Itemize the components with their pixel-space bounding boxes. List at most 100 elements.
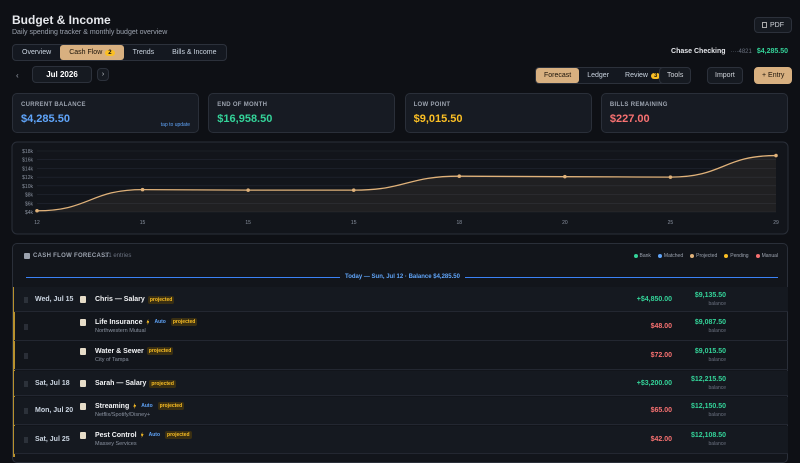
stat-value: $4,285.50	[21, 113, 70, 125]
point	[35, 208, 39, 213]
next-label: ›	[101, 71, 105, 78]
row-sub: Northwestern Mutual	[95, 328, 146, 334]
drag-handle	[24, 380, 28, 387]
stat-card: CURRENT BALANCE $4,285.50 tap to update	[12, 93, 199, 133]
today-label: Today — Sun, Jul 12 · Balance $4,285.50	[340, 274, 465, 280]
row-sub: Massey Services	[95, 441, 137, 447]
view-tab[interactable]: Review 3	[617, 68, 668, 83]
x-tick-label: 15	[140, 220, 146, 226]
auto-icon	[133, 403, 137, 409]
tools-label: Tools	[667, 72, 684, 79]
row-balance-label: balance	[708, 412, 726, 418]
legend-swatch	[724, 254, 729, 258]
stat-label: CURRENT BALANCE	[21, 102, 86, 108]
stat-card: LOW POINT $9,015.50	[404, 93, 592, 133]
stat-card: BILLS REMAINING $227.00	[600, 93, 788, 133]
row-amount: +$4,850.00	[636, 295, 672, 303]
view-label: Ledger	[587, 72, 610, 79]
forecast-row[interactable]: Sat, Jul 18 Sarah — Salary projected +$3,20…	[14, 371, 788, 396]
row-title: Life Insurance Auto projected	[95, 318, 198, 326]
x-tick-label: 20	[562, 220, 568, 226]
view-tab[interactable]: Forecast	[536, 68, 580, 83]
stat-value: $227.00	[609, 113, 650, 125]
row-title: Pest Control Auto projected	[95, 431, 192, 439]
next-month[interactable]: ›	[97, 68, 109, 81]
stat-card: END OF MONTH $16,958.50	[208, 93, 396, 133]
tab[interactable]: Overview	[13, 45, 60, 60]
forecast-title: CASH FLOW FORECAST	[33, 253, 110, 259]
tab[interactable]: Cash Flow 2	[60, 45, 124, 60]
row-icon	[80, 403, 86, 410]
pdf-label: PDF	[770, 21, 784, 29]
legend-swatch	[755, 254, 760, 258]
row-name: Water & Sewer	[95, 347, 144, 355]
drag-handle	[24, 324, 28, 330]
row-amount: $48.00	[650, 323, 672, 330]
forecast-icon	[24, 253, 30, 259]
chart: $4k $6k $8k $10k $12k $14k $16k $18k 12 15 15 15 18 2…	[11, 141, 789, 235]
view-tab[interactable]: Ledger	[579, 68, 617, 83]
row-balance: $9,015.50	[694, 348, 726, 355]
tools-button[interactable]: Tools	[659, 67, 692, 84]
entry-button[interactable]: + Entry	[754, 67, 793, 84]
month-select[interactable]: Jul 2026	[32, 66, 92, 83]
tab[interactable]: Trends	[124, 45, 164, 60]
tab-label: Trends	[132, 49, 155, 56]
forecast-row[interactable]: Life Insurance Auto projected Northwestern …	[14, 313, 788, 341]
forecast-row[interactable]: Wed, Jul 15 Chris — Salary projected +$4,85…	[14, 287, 788, 312]
forecast-row[interactable]: Mon, Jul 20 Streaming Auto projected Netflix…	[14, 397, 788, 425]
tag: Auto	[148, 432, 161, 438]
tabs: Overview Cash Flow 2 Trends Bills & Income	[12, 44, 227, 61]
tab-label: Overview	[22, 49, 52, 56]
legend-swatch	[657, 254, 662, 258]
stat-value: $16,958.50	[217, 113, 273, 125]
legend-item: Pending	[724, 253, 749, 259]
legend-swatch	[633, 254, 638, 258]
forecast-row[interactable]: Sat, Jul 25 Pest Control Auto projected Mass…	[14, 426, 788, 454]
x-tick-label: 15	[245, 220, 251, 226]
row-balance: $12,150.50	[690, 403, 726, 410]
tag: projected	[165, 431, 192, 439]
row-name: Chris — Salary	[95, 296, 145, 303]
tab[interactable]: Bills & Income	[163, 45, 225, 60]
legend: Bank Matched Projected Pending Manual	[633, 253, 778, 259]
row-date: Sat, Jul 25	[35, 436, 70, 443]
account: Chase Checking ····4821 $4,285.50	[671, 48, 788, 55]
legend-label: Matched	[663, 253, 684, 259]
pdf-button[interactable]: PDF	[754, 17, 792, 33]
stat-note[interactable]: tap to update	[160, 122, 190, 128]
entry-label: + Entry	[762, 72, 785, 79]
row-title: Water & Sewer projected	[95, 347, 174, 355]
row-amount: +$3,200.00	[636, 379, 672, 387]
y-tick-label: $6k	[25, 201, 34, 207]
drag-handle	[24, 408, 28, 414]
row-balance-label: balance	[708, 441, 726, 447]
row-amount: $42.00	[650, 436, 672, 443]
drag-handle	[24, 437, 28, 443]
forecast-row[interactable]: Water & Sewer projected City of Tampa $72.0…	[14, 342, 788, 370]
prev-month[interactable]: ‹	[16, 71, 19, 80]
tab-label: Bills & Income	[172, 49, 217, 56]
row-balance: $12,108.50	[690, 432, 726, 439]
row-date: Mon, Jul 20	[35, 407, 74, 414]
import-button[interactable]: Import	[707, 67, 743, 84]
import-label: Import	[715, 72, 735, 79]
row-amount: $72.00	[650, 352, 672, 359]
view-label: Review	[625, 72, 648, 79]
forecast-count: 31 entries	[105, 253, 132, 259]
auto-icon	[146, 319, 150, 325]
tag: projected	[157, 402, 185, 410]
chart-frame	[11, 141, 789, 235]
y-tick-label: $8k	[25, 193, 34, 199]
row-name: Sarah — Salary	[95, 380, 147, 387]
account-balance: $4,285.50	[756, 48, 788, 55]
legend-item: Matched	[657, 253, 684, 259]
point	[246, 188, 250, 192]
legend-item: Manual	[755, 253, 778, 259]
auto-icon	[140, 432, 144, 438]
account-name: Chase Checking	[671, 48, 726, 55]
x-tick-label: 25	[668, 220, 674, 226]
y-tick-label: $4k	[25, 210, 34, 216]
view-badge: 3	[650, 72, 661, 79]
row-icon	[80, 432, 86, 439]
